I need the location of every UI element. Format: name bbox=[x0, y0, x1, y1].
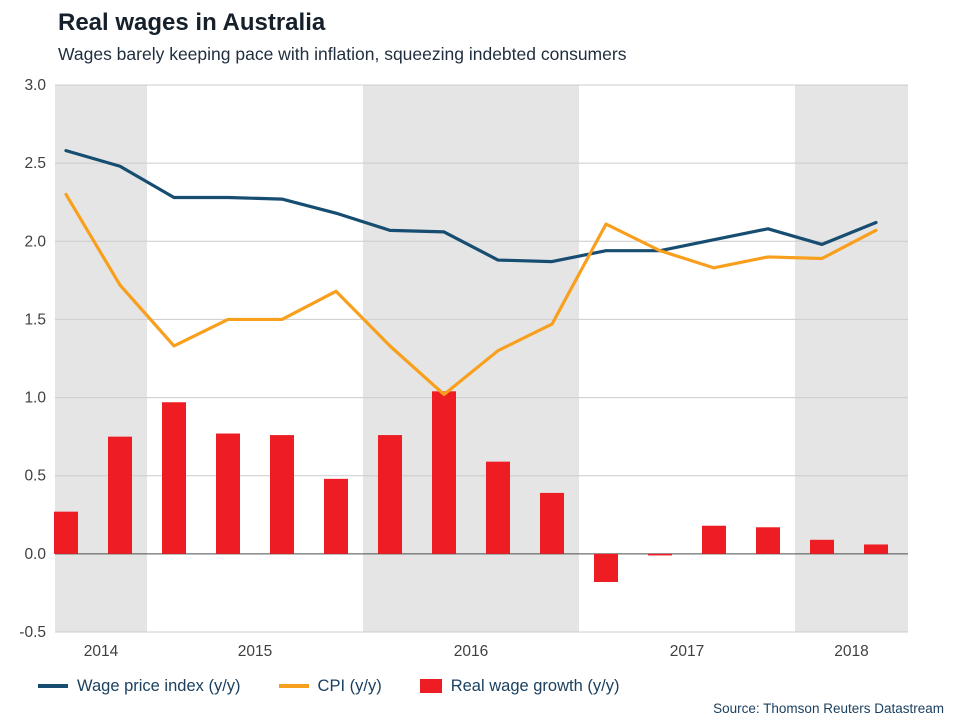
y-axis-tick-label: 2.0 bbox=[24, 233, 46, 250]
chart-title: Real wages in Australia bbox=[58, 9, 326, 36]
real-wage-growth-bar bbox=[378, 435, 402, 554]
legend-label-real-wage-growth: Real wage growth (y/y) bbox=[450, 676, 620, 695]
y-axis-tick-label: 3.0 bbox=[24, 78, 46, 94]
wage-price-index-line bbox=[64, 149, 878, 264]
real-wage-growth-bar bbox=[270, 435, 294, 554]
y-axis-tick-label: -0.5 bbox=[19, 624, 46, 641]
legend-label-wage-price-index: Wage price index (y/y) bbox=[77, 676, 241, 695]
real-wage-growth-bar bbox=[540, 492, 564, 554]
legend-label-cpi: CPI (y/y) bbox=[317, 676, 382, 695]
cpi-line-swatch bbox=[278, 684, 309, 688]
real-wage-growth-bar bbox=[324, 478, 348, 554]
x-axis-year-label: 2014 bbox=[84, 643, 119, 660]
y-axis-tick-label: 2.5 bbox=[24, 155, 46, 172]
real-wage-growth-bar bbox=[756, 527, 780, 554]
y-axis-tick-label: 0.0 bbox=[24, 546, 46, 563]
real-wage-growth-bar bbox=[864, 544, 888, 554]
legend-item-real-wage-growth: Real wage growth (y/y) bbox=[419, 676, 620, 696]
real-wage-growth-bar bbox=[432, 391, 456, 554]
x-axis-year-label: 2015 bbox=[238, 643, 272, 660]
wage-price-index-line-swatch bbox=[38, 684, 68, 688]
source-credit: Source: Thomson Reuters Datastream bbox=[713, 701, 944, 716]
real-wage-growth-bar bbox=[108, 436, 132, 554]
real-wage-growth-bar bbox=[216, 433, 240, 554]
chart-plot: 2014 2015 2016 2017 2018 3.0 2.5 2.0 1.5 1.0 0.5 0.… bbox=[19, 78, 908, 660]
real-wage-growth-bar bbox=[594, 553, 618, 582]
legend-item-cpi: CPI (y/y) bbox=[278, 676, 382, 696]
real-wage-growth-bar-swatch bbox=[419, 679, 442, 693]
chart-header: Real wages in Australia Wages barely kee… bbox=[58, 8, 918, 65]
real-wage-growth-bar bbox=[810, 539, 834, 554]
chart-subtitle: Wages barely keeping pace with inflation… bbox=[58, 44, 627, 64]
x-axis-year-label: 2017 bbox=[670, 643, 704, 660]
real-wage-growth-bar bbox=[702, 525, 726, 554]
chart-legend: Wage price index (y/y) CPI (y/y) Real wa… bbox=[38, 670, 619, 702]
real-wage-growth-bar bbox=[486, 461, 510, 554]
y-axis-tick-label: 1.5 bbox=[24, 311, 46, 328]
y-axis-tick-label: 0.5 bbox=[24, 468, 46, 485]
x-axis-year-label: 2018 bbox=[834, 643, 868, 660]
legend-item-wage-price-index: Wage price index (y/y) bbox=[38, 677, 241, 696]
real-wage-growth-bar bbox=[54, 511, 78, 554]
cpi-line bbox=[64, 192, 878, 397]
y-axis-tick-label: 1.0 bbox=[24, 390, 46, 407]
real-wage-growth-bar bbox=[162, 402, 186, 554]
real-wage-growth-bar bbox=[648, 553, 672, 556]
x-axis-year-label: 2016 bbox=[454, 643, 488, 660]
